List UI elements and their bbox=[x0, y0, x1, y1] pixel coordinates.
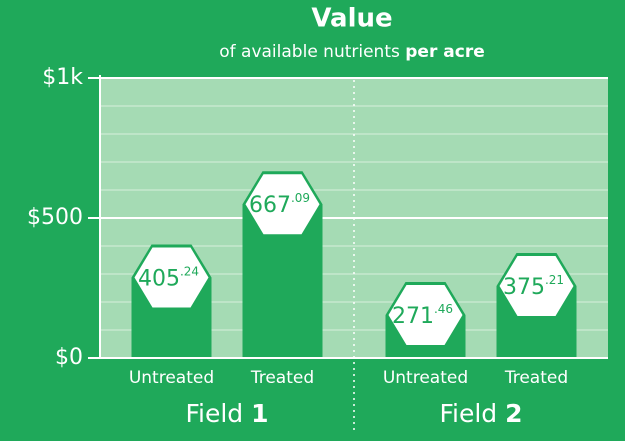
y-tick-label: $0 bbox=[55, 345, 83, 370]
x-tick-label: Untreated bbox=[383, 368, 468, 388]
value-badge bbox=[388, 284, 463, 345]
x-tick-label: Untreated bbox=[129, 368, 214, 388]
group-label: Field 2 bbox=[439, 399, 522, 428]
value-label: 271.46 bbox=[392, 301, 453, 329]
value-label: 405.24 bbox=[138, 264, 199, 292]
value-badge bbox=[499, 255, 574, 316]
value-badge bbox=[245, 174, 320, 235]
value-badge bbox=[134, 247, 209, 308]
subtitle-text: of available nutrients bbox=[219, 42, 400, 62]
chart-title: Value bbox=[311, 4, 392, 34]
value-label: 375.21 bbox=[503, 272, 564, 300]
y-tick-label: $1k bbox=[42, 65, 83, 90]
y-tick-label: $500 bbox=[27, 205, 83, 230]
subtitle-bold: per acre bbox=[405, 42, 484, 62]
x-tick-label: Treated bbox=[504, 368, 568, 388]
chart-subtitle: of available nutrients per acre bbox=[219, 42, 484, 62]
group-label: Field 1 bbox=[185, 399, 268, 428]
value-label: 667.09 bbox=[249, 191, 310, 219]
x-tick-label: Treated bbox=[250, 368, 314, 388]
